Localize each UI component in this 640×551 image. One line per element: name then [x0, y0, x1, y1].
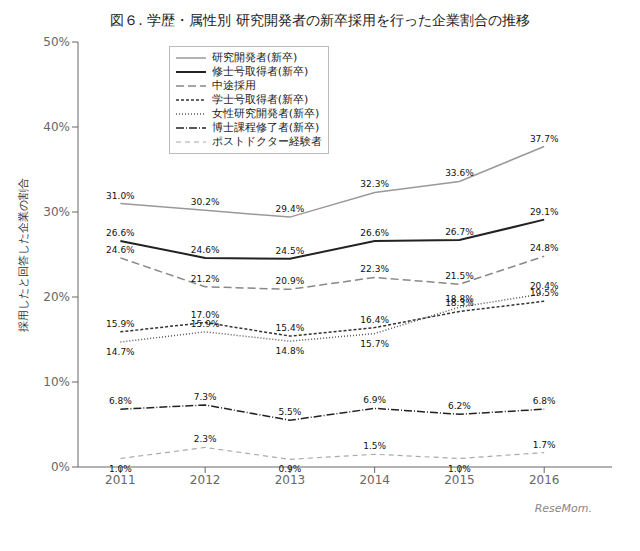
svg-text:19.5%: 19.5% [529, 288, 559, 299]
svg-text:採用したと回答した企業の割合: 採用したと回答した企業の割合 [17, 178, 30, 332]
html-text:ポストドクター経験者: ポストドクター経験者 [211, 135, 322, 148]
html-text:研究開発者(新卒): 研究開発者(新卒) [211, 51, 298, 64]
html-text:図６. 学歴・属性別 研究開発者の新卒採用を行った企業割合の: 図６. 学歴・属性別 研究開発者の新卒採用を行った企業割合の推移 [110, 12, 530, 28]
svg-text:31.0%: 31.0% [106, 191, 135, 201]
svg-text:15.7%: 15.7% [360, 339, 389, 349]
svg-text:6.9%: 6.9% [363, 395, 386, 405]
svg-text:1.5%: 1.5% [363, 441, 386, 451]
svg-text:1.7%: 1.7% [533, 440, 556, 450]
svg-text:32.3%: 32.3% [360, 179, 389, 189]
svg-text:10%: 10% [43, 375, 70, 389]
svg-text:5.5%: 5.5% [278, 407, 301, 417]
svg-text:33.6%: 33.6% [445, 168, 474, 178]
svg-text:7.3%: 7.3% [194, 392, 217, 402]
svg-text:2015: 2015 [444, 473, 475, 487]
svg-text:2016: 2016 [529, 473, 560, 487]
svg-text:6.8%: 6.8% [109, 396, 132, 406]
svg-text:26.7%: 26.7% [445, 227, 474, 237]
svg-text:2013: 2013 [275, 473, 306, 487]
svg-text:14.7%: 14.7% [106, 347, 135, 357]
svg-text:20.4%: 20.4% [530, 281, 559, 291]
svg-text:21.5%: 21.5% [445, 271, 474, 281]
svg-text:6.8%: 6.8% [533, 396, 556, 406]
svg-text:2.3%: 2.3% [194, 434, 217, 444]
svg-text:20%: 20% [43, 290, 70, 304]
svg-text:15.9%: 15.9% [191, 319, 220, 329]
svg-text:24.8%: 24.8% [530, 243, 559, 253]
svg-text:15.4%: 15.4% [276, 323, 305, 333]
svg-text:50%: 50% [43, 35, 70, 49]
svg-text:1.0%: 1.0% [109, 464, 132, 474]
svg-text:26.6%: 26.6% [106, 228, 135, 238]
svg-text:0.9%: 0.9% [278, 464, 301, 474]
svg-text:40%: 40% [43, 120, 70, 134]
svg-text:24.6%: 24.6% [106, 245, 135, 255]
svg-text:2014: 2014 [359, 473, 390, 487]
html-text:修士号取得者(新卒): 修士号取得者(新卒) [211, 65, 309, 78]
svg-text:2012: 2012 [190, 473, 221, 487]
svg-text:0%: 0% [51, 460, 70, 474]
svg-text:14.8%: 14.8% [276, 346, 305, 356]
svg-text:2011: 2011 [105, 473, 136, 487]
svg-text:24.5%: 24.5% [276, 246, 305, 256]
svg-text:16.4%: 16.4% [360, 315, 389, 325]
svg-text:24.6%: 24.6% [191, 245, 220, 255]
svg-text:22.3%: 22.3% [360, 264, 389, 274]
svg-text:18.8%: 18.8% [445, 294, 474, 304]
html-text:博士課程修了者(新卒): 博士課程修了者(新卒) [211, 121, 320, 134]
html-text:ReseMom.: ReseMom. [534, 502, 592, 515]
html-text:女性研究開発者(新卒): 女性研究開発者(新卒) [211, 107, 320, 120]
html-text:中途採用: 中途採用 [211, 79, 256, 92]
svg-text:15.9%: 15.9% [106, 319, 135, 329]
svg-text:30%: 30% [43, 205, 70, 219]
svg-text:26.6%: 26.6% [360, 228, 389, 238]
svg-text:29.1%: 29.1% [530, 207, 559, 217]
svg-text:20.9%: 20.9% [276, 276, 305, 286]
svg-text:17.0%: 17.0% [190, 309, 220, 320]
svg-text:37.7%: 37.7% [530, 134, 559, 144]
html-text:学士号取得者(新卒): 学士号取得者(新卒) [211, 93, 309, 106]
svg-text:29.4%: 29.4% [276, 204, 305, 214]
svg-text:21.2%: 21.2% [191, 274, 220, 284]
svg-text:1.0%: 1.0% [448, 464, 471, 474]
svg-text:6.2%: 6.2% [448, 401, 471, 411]
svg-text:30.2%: 30.2% [191, 197, 220, 207]
